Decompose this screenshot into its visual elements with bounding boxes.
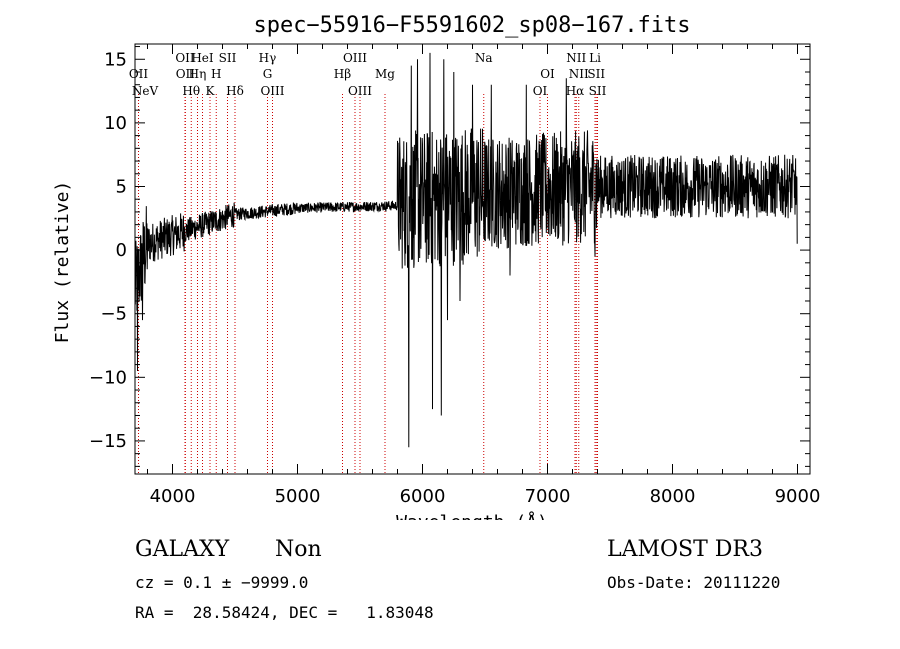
line-marker-label: Mg <box>375 67 395 81</box>
line-marker-label: SII <box>587 67 605 81</box>
line-marker-label: H <box>211 67 221 81</box>
y-tick-label: 0 <box>116 240 127 261</box>
line-marker-label: NII <box>569 67 589 81</box>
spectral-line-labels: NeV OII OII OII Hθ Hη HeI KH SII Hδ Hγ G OIII OIII Hβ O… <box>129 51 607 98</box>
chart-title: spec−55916−F5591602_sp08−167.fits <box>253 13 690 38</box>
x-tick-label: 9000 <box>775 486 821 507</box>
y-tick-label: 5 <box>116 176 127 197</box>
spectrum-chart: spec−55916−F5591602_sp08−167.fits 4000 50… <box>52 13 821 520</box>
y-axis: 15 10 5 0 −5 −10 −15 <box>89 46 810 467</box>
line-marker-label: Na <box>475 51 493 65</box>
observation-date: Obs-Date: 20111220 <box>607 573 781 592</box>
line-marker-label: Hβ <box>334 67 351 81</box>
line-marker-label: SII <box>589 84 607 98</box>
y-tick-label: 10 <box>104 113 127 134</box>
y-tick-label: −5 <box>100 304 127 325</box>
line-marker-label: Li <box>589 51 601 65</box>
line-marker-label: OI <box>533 84 548 98</box>
line-marker-label: OI <box>540 67 555 81</box>
line-marker-label: G <box>263 67 273 81</box>
object-class: GALAXY <box>135 537 230 562</box>
object-subclass: Non <box>275 537 322 562</box>
spectral-line-markers <box>138 94 598 474</box>
x-tick-label: 4000 <box>150 486 196 507</box>
line-marker-label: SII <box>219 51 237 65</box>
x-tick-label: 8000 <box>650 486 696 507</box>
line-marker-label: OII <box>175 51 195 65</box>
line-marker-label: HeI <box>191 51 214 65</box>
line-marker-label: OIII <box>343 51 367 65</box>
y-tick-label: −10 <box>89 367 127 388</box>
x-tick-label: 5000 <box>275 486 321 507</box>
line-marker-label: Hδ <box>226 84 244 98</box>
y-axis-label: Flux (relative) <box>52 181 73 344</box>
line-marker-label: NII <box>566 51 586 65</box>
line-marker-label: OIII <box>348 84 372 98</box>
line-marker-label: Hα <box>566 84 585 98</box>
flux-series <box>134 52 798 448</box>
y-tick-label: 15 <box>104 49 127 70</box>
x-axis-label: Wavelength (Å) <box>396 511 548 520</box>
line-marker-label: Hγ <box>259 51 277 65</box>
line-marker-label: NeV <box>132 84 159 98</box>
flux-line <box>134 52 798 448</box>
x-tick-label: 7000 <box>525 486 571 507</box>
line-marker-label: OII <box>129 67 149 81</box>
y-tick-label: −15 <box>89 431 127 452</box>
line-marker-label: Hθ <box>182 84 200 98</box>
x-tick-label: 6000 <box>400 486 446 507</box>
survey-name: LAMOST DR3 <box>607 537 763 562</box>
line-marker-label: OIII <box>260 84 284 98</box>
line-marker-label: Hη <box>189 67 207 81</box>
x-axis: 4000 5000 6000 7000 8000 9000 <box>147 44 821 507</box>
line-marker-label: OII <box>176 67 196 81</box>
redshift-readout: cz = 0.1 ± −9999.0 <box>135 573 309 592</box>
coordinates-readout: RA = 28.58424, DEC = 1.83048 <box>135 603 434 622</box>
line-marker-label: K <box>206 84 216 98</box>
